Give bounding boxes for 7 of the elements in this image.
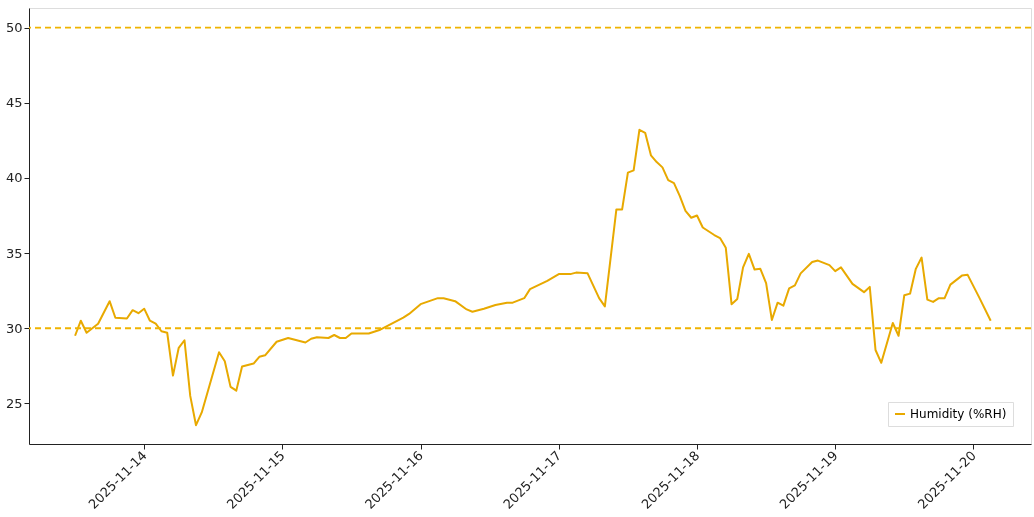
y-tick-label: 30 (5, 320, 23, 336)
y-tick-label: 45 (5, 95, 23, 111)
y-tick-label: 25 (5, 395, 23, 411)
y-tick-label: 40 (5, 170, 23, 186)
y-tick-label: 50 (5, 20, 23, 36)
y-tick-label: 35 (5, 245, 23, 261)
legend-label: Humidity (%RH) (910, 407, 1007, 421)
